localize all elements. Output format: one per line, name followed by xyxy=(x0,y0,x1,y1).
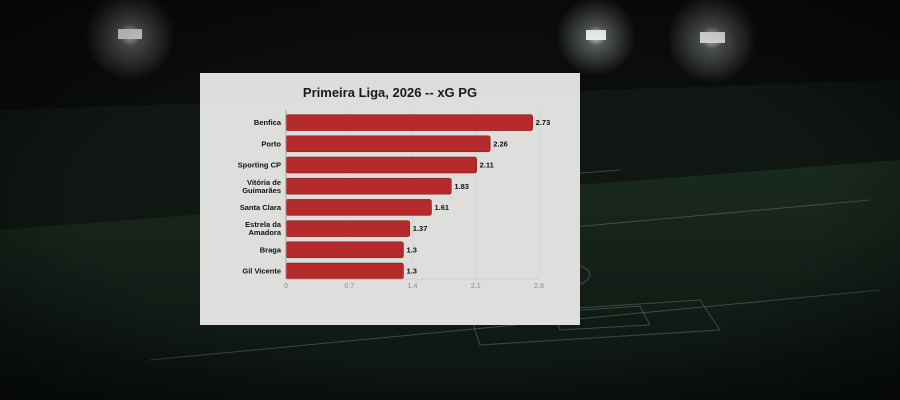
bar-group: 2.26 Porto xyxy=(261,135,508,153)
bars: 2.73 Benfica 2.26 Porto 2.11 Sporting CP 1.83 V… xyxy=(238,114,551,280)
x-tick-label: 1.4 xyxy=(408,283,418,290)
bar xyxy=(285,262,404,280)
category-label-line: Vitória de xyxy=(247,178,281,187)
category-label: Benfica xyxy=(254,118,282,127)
category-label-line: Gil Vicente xyxy=(242,267,281,276)
category-label-line: Sporting CP xyxy=(238,161,281,170)
x-tick-label: 2.8 xyxy=(534,283,544,290)
bar-value-label: 2.11 xyxy=(480,161,494,170)
chart-title: Primeira Liga, 2026 -- xG PG xyxy=(303,85,477,100)
category-label-line: Benfica xyxy=(254,118,282,127)
bar-group: 1.37 Estrela da Amadora xyxy=(245,220,427,237)
bar-group: 1.61 Santa Clara xyxy=(240,199,449,216)
bar-value-label: 1.3 xyxy=(406,245,416,254)
bar-group: 1.3 Gil Vicente xyxy=(242,262,417,280)
category-label-line: Estrela da xyxy=(245,220,282,229)
bar xyxy=(285,241,404,259)
category-label-line: Santa Clara xyxy=(240,203,282,212)
bar-group: 1.83 Vitória de Guimarães xyxy=(242,178,469,195)
x-axis: 0 0.7 1.4 2.1 2.8 xyxy=(284,110,544,290)
category-label-line: Porto xyxy=(261,139,281,148)
bar-value-label: 1.3 xyxy=(406,267,416,276)
x-tick-label: 0.7 xyxy=(344,283,354,290)
category-label: Sporting CP xyxy=(238,161,281,170)
category-label-line: Amadora xyxy=(248,228,281,237)
category-label: Estrela da Amadora xyxy=(245,220,282,237)
category-label: Porto xyxy=(261,139,281,148)
bar-value-label: 2.26 xyxy=(493,139,508,148)
bar xyxy=(285,156,477,174)
bar-group: 1.3 Braga xyxy=(260,241,417,259)
bar-value-label: 1.61 xyxy=(434,203,449,212)
bar-group: 2.73 Benfica xyxy=(254,114,551,131)
category-label-line: Braga xyxy=(260,245,282,254)
bar-chart: Primeira Liga, 2026 -- xG PG 2.73 Benfica… xyxy=(238,85,551,290)
x-tick-label: 0 xyxy=(284,283,288,290)
bar-value-label: 1.83 xyxy=(454,182,469,191)
category-label: Gil Vicente xyxy=(242,267,281,276)
category-label: Braga xyxy=(260,245,282,254)
bar-value-label: 2.73 xyxy=(536,118,551,127)
bar-group: 2.11 Sporting CP xyxy=(238,156,494,174)
bar xyxy=(285,199,432,216)
category-label: Santa Clara xyxy=(240,203,282,212)
bar xyxy=(285,114,533,131)
bar xyxy=(285,177,452,195)
bar-value-label: 1.37 xyxy=(413,224,428,233)
bar xyxy=(285,220,411,237)
x-tick-label: 2.1 xyxy=(471,283,481,290)
bar xyxy=(285,135,491,153)
chart-panel: Primeira Liga, 2026 -- xG PG 2.73 Benfica… xyxy=(200,73,580,325)
category-label-line: Guimarães xyxy=(242,186,281,195)
category-label: Vitória de Guimarães xyxy=(242,178,281,195)
